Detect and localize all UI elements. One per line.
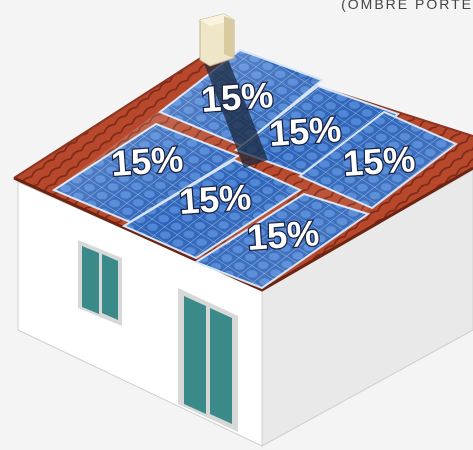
solar-array	[51, 48, 458, 290]
panel-label: 15%	[342, 138, 417, 184]
chimney-shadow	[202, 54, 268, 168]
panel-label: 15%	[178, 176, 253, 222]
panel-label: 15%	[246, 212, 321, 258]
panel-label: 15%	[110, 138, 185, 184]
panel-label: 15%	[200, 74, 275, 120]
roof-edge	[13, 166, 473, 292]
chimney	[199, 13, 235, 67]
shadow-caption: (OMBRE PORTÉ	[341, 0, 473, 12]
door-window	[178, 288, 238, 432]
panel-label: 15%	[268, 108, 343, 154]
window	[78, 240, 122, 326]
